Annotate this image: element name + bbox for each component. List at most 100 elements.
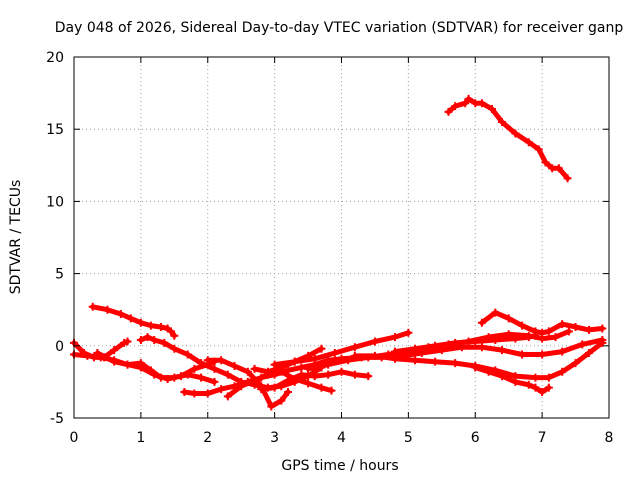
data-point: [538, 350, 547, 359]
data-point: [484, 367, 493, 376]
data-point: [487, 104, 496, 113]
data-point: [511, 334, 520, 343]
data-point: [337, 354, 346, 363]
data-point: [210, 364, 219, 373]
data-point: [451, 102, 460, 111]
data-point: [123, 337, 132, 346]
data-point: [477, 318, 486, 327]
data-point: [297, 363, 306, 372]
data-point: [498, 372, 506, 381]
data-point: [317, 344, 326, 353]
data-point: [136, 359, 145, 368]
data-point: [203, 389, 212, 398]
data-point: [498, 346, 506, 355]
data-point: [563, 174, 572, 183]
data-point: [304, 364, 313, 373]
data-point: [197, 359, 206, 368]
data-point: [217, 385, 226, 394]
y-tick-label: 10: [46, 194, 64, 210]
data-point: [237, 382, 246, 391]
data-point: [598, 324, 607, 333]
x-tick-label: 4: [337, 430, 346, 446]
data-point: [370, 337, 379, 346]
x-tick-label: 3: [270, 430, 279, 446]
chart-title: Day 048 of 2026, Sidereal Day-to-day VTE…: [55, 20, 624, 36]
data-point: [544, 383, 553, 392]
data-point: [284, 388, 292, 397]
data-point: [548, 164, 557, 173]
data-point: [364, 372, 373, 381]
data-point: [183, 350, 192, 359]
data-point: [270, 360, 279, 369]
data-point: [391, 347, 399, 356]
tick-layer: 0 1 2 3 4 5 6 7 8 -5 0 5 10 15 20: [46, 50, 613, 446]
data-point: [578, 340, 587, 349]
data-point: [531, 373, 540, 382]
data-point: [197, 373, 206, 382]
data-point: [571, 323, 580, 332]
data-point: [223, 370, 232, 379]
data-point: [404, 328, 413, 337]
data-point: [431, 357, 440, 366]
data-point: [544, 327, 553, 336]
data-point: [534, 145, 543, 154]
x-axis-label: GPS time / hours: [281, 458, 398, 474]
y-axis-label: SDTVAR / TECUs: [8, 180, 24, 295]
data-point: [411, 356, 420, 365]
data-point: [464, 94, 473, 103]
data-point: [217, 356, 226, 365]
data-point: [451, 359, 460, 368]
data-point: [431, 341, 440, 350]
data-point: [437, 346, 446, 355]
data-point: [554, 164, 563, 173]
data-point: [190, 364, 199, 373]
data-point: [451, 338, 460, 347]
data-point: [310, 372, 319, 381]
y-tick-label: -5: [50, 411, 64, 427]
data-point: [558, 347, 567, 356]
data-point: [93, 349, 102, 358]
data-point: [330, 349, 339, 358]
data-point: [444, 107, 453, 116]
data-point: [203, 356, 212, 365]
data-point: [146, 366, 155, 375]
data-point: [146, 321, 155, 330]
data-point: [491, 336, 500, 345]
data-point: [564, 327, 573, 336]
data-point: [250, 364, 259, 373]
x-tick-label: 2: [203, 430, 212, 446]
data-point: [518, 350, 527, 359]
data-point: [551, 333, 560, 342]
data-point: [498, 117, 506, 126]
data-point: [143, 333, 152, 342]
data-point: [544, 373, 553, 382]
data-point: [183, 370, 192, 379]
y-tick-label: 20: [46, 50, 64, 66]
data-point: [598, 338, 607, 347]
data-point: [370, 351, 379, 360]
data-point: [123, 360, 132, 369]
data-point: [538, 328, 547, 337]
data-point: [210, 377, 219, 386]
data-point: [558, 367, 567, 376]
y-tick-label: 0: [55, 339, 64, 355]
data-point: [491, 308, 500, 317]
data-point: [538, 388, 547, 397]
grid-layer: [74, 57, 609, 418]
x-tick-label: 7: [538, 430, 547, 446]
data-point: [477, 99, 486, 108]
data-point: [524, 380, 533, 389]
data-point: [290, 357, 299, 366]
data-point: [126, 314, 135, 323]
data-point: [327, 386, 336, 395]
data-point: [230, 362, 239, 371]
data-point: [83, 351, 92, 360]
data-point: [531, 383, 540, 392]
data-point: [511, 129, 520, 138]
data-point: [223, 392, 232, 401]
data-point: [116, 310, 125, 319]
data-point: [267, 402, 276, 411]
data-point: [391, 354, 399, 363]
data-point: [584, 325, 593, 334]
data-point: [166, 327, 175, 336]
